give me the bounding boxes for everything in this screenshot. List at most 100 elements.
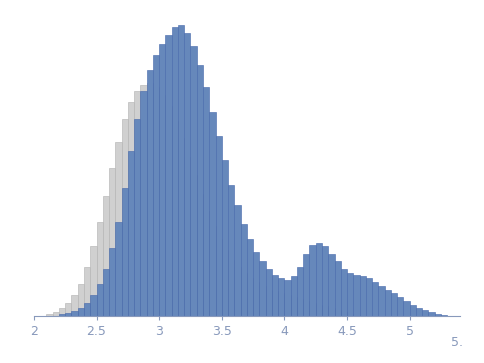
Bar [159, 44, 166, 316]
Bar [159, 95, 166, 316]
Bar [391, 293, 397, 316]
Bar [272, 291, 278, 316]
Bar [328, 254, 334, 316]
Bar [309, 245, 316, 316]
Bar [140, 85, 147, 316]
Bar [84, 303, 90, 316]
Bar [172, 121, 178, 316]
Bar [153, 87, 159, 316]
Bar [404, 301, 409, 316]
Bar [247, 239, 253, 316]
Bar [372, 282, 378, 316]
Bar [121, 188, 128, 316]
Bar [215, 136, 222, 316]
Bar [166, 106, 172, 316]
Bar [46, 314, 53, 316]
Bar [78, 284, 84, 316]
Bar [147, 70, 153, 316]
Bar [203, 87, 209, 316]
Bar [234, 205, 241, 316]
Bar [90, 246, 96, 316]
Bar [78, 308, 84, 316]
Bar [103, 196, 109, 316]
Bar [347, 314, 353, 316]
Bar [178, 25, 184, 316]
Bar [285, 280, 291, 316]
Bar [285, 295, 291, 316]
Bar [109, 248, 115, 316]
Bar [103, 269, 109, 316]
Bar [322, 306, 328, 316]
Bar [203, 211, 209, 316]
Bar [328, 308, 334, 316]
Bar [72, 295, 78, 316]
Bar [241, 273, 247, 316]
Bar [128, 102, 134, 316]
Text: 5.: 5. [451, 337, 463, 350]
Bar [228, 260, 234, 316]
Bar [441, 315, 447, 316]
Bar [341, 312, 347, 316]
Bar [172, 27, 178, 316]
Bar [309, 303, 316, 316]
Bar [435, 314, 441, 316]
Bar [140, 91, 147, 316]
Bar [72, 311, 78, 316]
Bar [303, 254, 309, 316]
Bar [134, 91, 140, 316]
Bar [397, 297, 404, 316]
Bar [297, 299, 303, 316]
Bar [121, 119, 128, 316]
Bar [360, 277, 366, 316]
Bar [291, 277, 297, 316]
Bar [253, 282, 259, 316]
Bar [59, 308, 65, 316]
Bar [191, 175, 197, 316]
Bar [166, 35, 172, 316]
Bar [253, 252, 259, 316]
Bar [147, 83, 153, 316]
Bar [416, 308, 422, 316]
Bar [378, 286, 385, 316]
Bar [90, 295, 96, 316]
Bar [215, 239, 222, 316]
Bar [266, 269, 272, 316]
Bar [385, 290, 391, 316]
Bar [65, 313, 72, 316]
Bar [259, 261, 266, 316]
Bar [65, 303, 72, 316]
Bar [334, 261, 341, 316]
Bar [115, 222, 121, 316]
Bar [422, 310, 428, 316]
Bar [222, 250, 228, 316]
Bar [316, 243, 322, 316]
Bar [209, 226, 215, 316]
Bar [322, 246, 328, 316]
Bar [96, 222, 103, 316]
Bar [259, 286, 266, 316]
Bar [134, 119, 140, 316]
Bar [353, 315, 360, 316]
Bar [334, 310, 341, 316]
Bar [303, 301, 309, 316]
Bar [184, 156, 191, 316]
Bar [291, 297, 297, 316]
Bar [222, 160, 228, 316]
Bar [53, 312, 59, 316]
Bar [341, 269, 347, 316]
Bar [178, 138, 184, 316]
Bar [128, 151, 134, 316]
Bar [353, 274, 360, 316]
Bar [209, 111, 215, 316]
Bar [272, 274, 278, 316]
Bar [191, 46, 197, 316]
Bar [241, 224, 247, 316]
Bar [428, 312, 435, 316]
Bar [115, 142, 121, 316]
Bar [109, 168, 115, 316]
Bar [409, 305, 416, 316]
Bar [84, 267, 90, 316]
Bar [228, 185, 234, 316]
Bar [297, 267, 303, 316]
Bar [153, 56, 159, 316]
